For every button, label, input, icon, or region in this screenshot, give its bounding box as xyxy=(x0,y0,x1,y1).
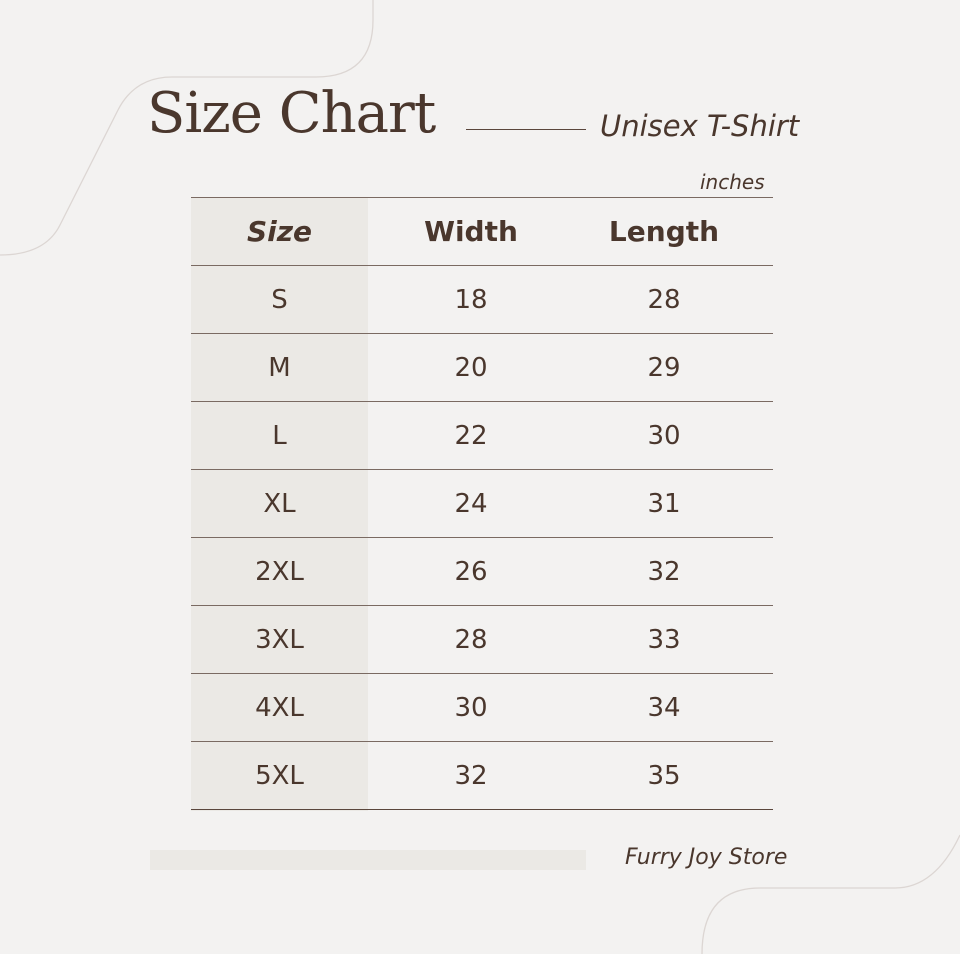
header-size: Size xyxy=(246,215,313,248)
cell-width: 24 xyxy=(454,488,488,519)
cell-width: 28 xyxy=(454,624,488,655)
cell-length: 30 xyxy=(647,420,681,451)
table-row: 2XL 26 32 xyxy=(191,537,773,605)
unit-label: inches xyxy=(700,170,765,194)
header-length: Length xyxy=(608,215,720,248)
bottom-right-curve xyxy=(701,834,960,954)
cell-width: 22 xyxy=(454,420,488,451)
cell-size: XL xyxy=(263,488,296,519)
table-header: Size Width Length xyxy=(191,197,773,265)
cell-size: 2XL xyxy=(255,556,304,587)
page-title: Size Chart xyxy=(147,81,436,146)
table-row: 4XL 30 34 xyxy=(191,673,773,741)
size-table: Size Width Length S 18 28 M 20 29 L 22 30 XL 24 31 2… xyxy=(191,197,773,811)
cell-size: 3XL xyxy=(255,624,304,655)
table-row: M 20 29 xyxy=(191,333,773,401)
title-divider xyxy=(466,129,586,130)
table-row: XL 24 31 xyxy=(191,469,773,537)
cell-length: 34 xyxy=(647,692,681,723)
top-left-curve xyxy=(0,0,374,256)
decorative-bar xyxy=(150,850,586,870)
size-column-shade xyxy=(191,197,368,811)
table-row: L 22 30 xyxy=(191,401,773,469)
table-row: S 18 28 xyxy=(191,265,773,333)
cell-width: 18 xyxy=(454,284,488,315)
cell-width: 32 xyxy=(454,760,488,791)
table-row: 5XL 32 35 xyxy=(191,741,773,810)
cell-length: 31 xyxy=(647,488,681,519)
cell-length: 28 xyxy=(647,284,681,315)
cell-size: M xyxy=(268,352,291,383)
cell-size: 5XL xyxy=(255,760,304,791)
cell-size: 4XL xyxy=(255,692,304,723)
cell-length: 33 xyxy=(647,624,681,655)
cell-width: 20 xyxy=(454,352,488,383)
header-width: Width xyxy=(424,215,518,248)
cell-width: 30 xyxy=(454,692,488,723)
cell-width: 26 xyxy=(454,556,488,587)
cell-length: 29 xyxy=(647,352,681,383)
cell-size: L xyxy=(272,420,287,451)
table-row: 3XL 28 33 xyxy=(191,605,773,673)
cell-length: 35 xyxy=(647,760,681,791)
cell-length: 32 xyxy=(647,556,681,587)
cell-size: S xyxy=(271,284,288,315)
store-name: Furry Joy Store xyxy=(625,845,788,870)
subtitle: Unisex T-Shirt xyxy=(600,109,800,143)
